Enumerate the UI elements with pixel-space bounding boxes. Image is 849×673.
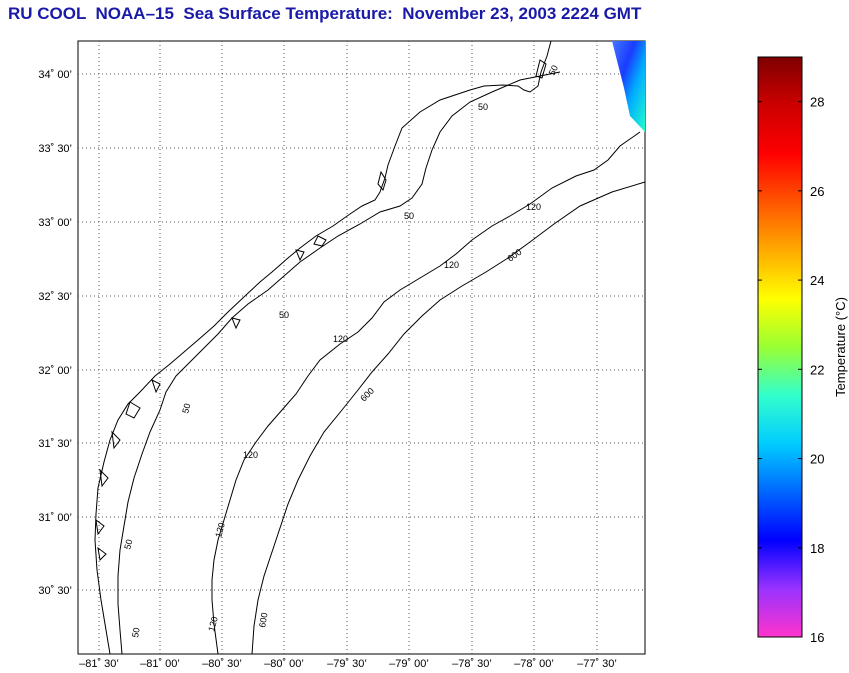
- lat-label-31-30: 31˚ 30’: [38, 438, 72, 450]
- contour-label-c120-e: 120: [213, 521, 227, 538]
- lat-label-32-30: 32˚ 30’: [38, 291, 72, 303]
- contour-label-c120-d: 120: [243, 450, 258, 460]
- map-title: RU COOL NOAA–15 Sea Surface Temperature:…: [8, 4, 642, 23]
- contour-label-c50-e: 50: [122, 538, 134, 550]
- longitude-labels: –81˚ 30’ –81˚ 00’ –80˚ 30’ –80˚ 00’ –79˚…: [79, 658, 617, 670]
- lon-label-81-00: –81˚ 00’: [140, 658, 180, 670]
- isobath-50: [117, 71, 561, 655]
- lat-label-30-30: 30˚ 30’: [38, 585, 72, 597]
- lat-label-33-30: 33˚ 30’: [38, 143, 72, 155]
- lon-label-80-30: –80˚ 30’: [202, 658, 242, 670]
- lon-label-78-30: –78˚ 30’: [452, 658, 492, 670]
- contour-label-c50-b: 50: [404, 211, 414, 221]
- sst-imagery-patch: [612, 41, 645, 132]
- coastline-islands: [95, 59, 547, 562]
- lon-label-79-30: –79˚ 30’: [327, 658, 367, 670]
- contour-label-c50-d: 50: [180, 402, 192, 414]
- contour-label-c120-c: 120: [333, 334, 348, 344]
- lon-label-79-00: –79˚ 00’: [389, 658, 429, 670]
- coastline: [94, 40, 552, 655]
- lon-label-78-00: –78˚ 00’: [514, 658, 554, 670]
- contour-label-c50-f: 50: [130, 627, 142, 639]
- isobath-120: [211, 131, 641, 655]
- lon-label-81-30: –81˚ 30’: [79, 658, 119, 670]
- lon-label-80-00: –80˚ 00’: [264, 658, 304, 670]
- contour-label-c120-a: 120: [526, 202, 541, 212]
- lat-label-32-00: 32˚ 00’: [38, 365, 72, 377]
- contour-label-c50-g: 50: [547, 64, 560, 77]
- latitude-labels: 34˚ 00’ 33˚ 30’ 33˚ 00’ 32˚ 30’ 32˚ 00’ …: [38, 69, 72, 597]
- contour-label-c50-a: 50: [478, 102, 488, 112]
- contour-label-c50-c: 50: [279, 310, 289, 320]
- lat-label-31-00: 31˚ 00’: [38, 512, 72, 524]
- contour-label-c120-b: 120: [444, 260, 459, 270]
- lat-label-33-00: 33˚ 00’: [38, 217, 72, 229]
- lat-label-34-00: 34˚ 00’: [38, 69, 72, 81]
- map-frame: [77, 40, 646, 655]
- lon-label-77-30: –77˚ 30’: [577, 658, 617, 670]
- isobath-600: [251, 181, 646, 655]
- contour-label-c600-c: 600: [257, 612, 269, 629]
- contour-label-c120-f: 120: [206, 615, 220, 632]
